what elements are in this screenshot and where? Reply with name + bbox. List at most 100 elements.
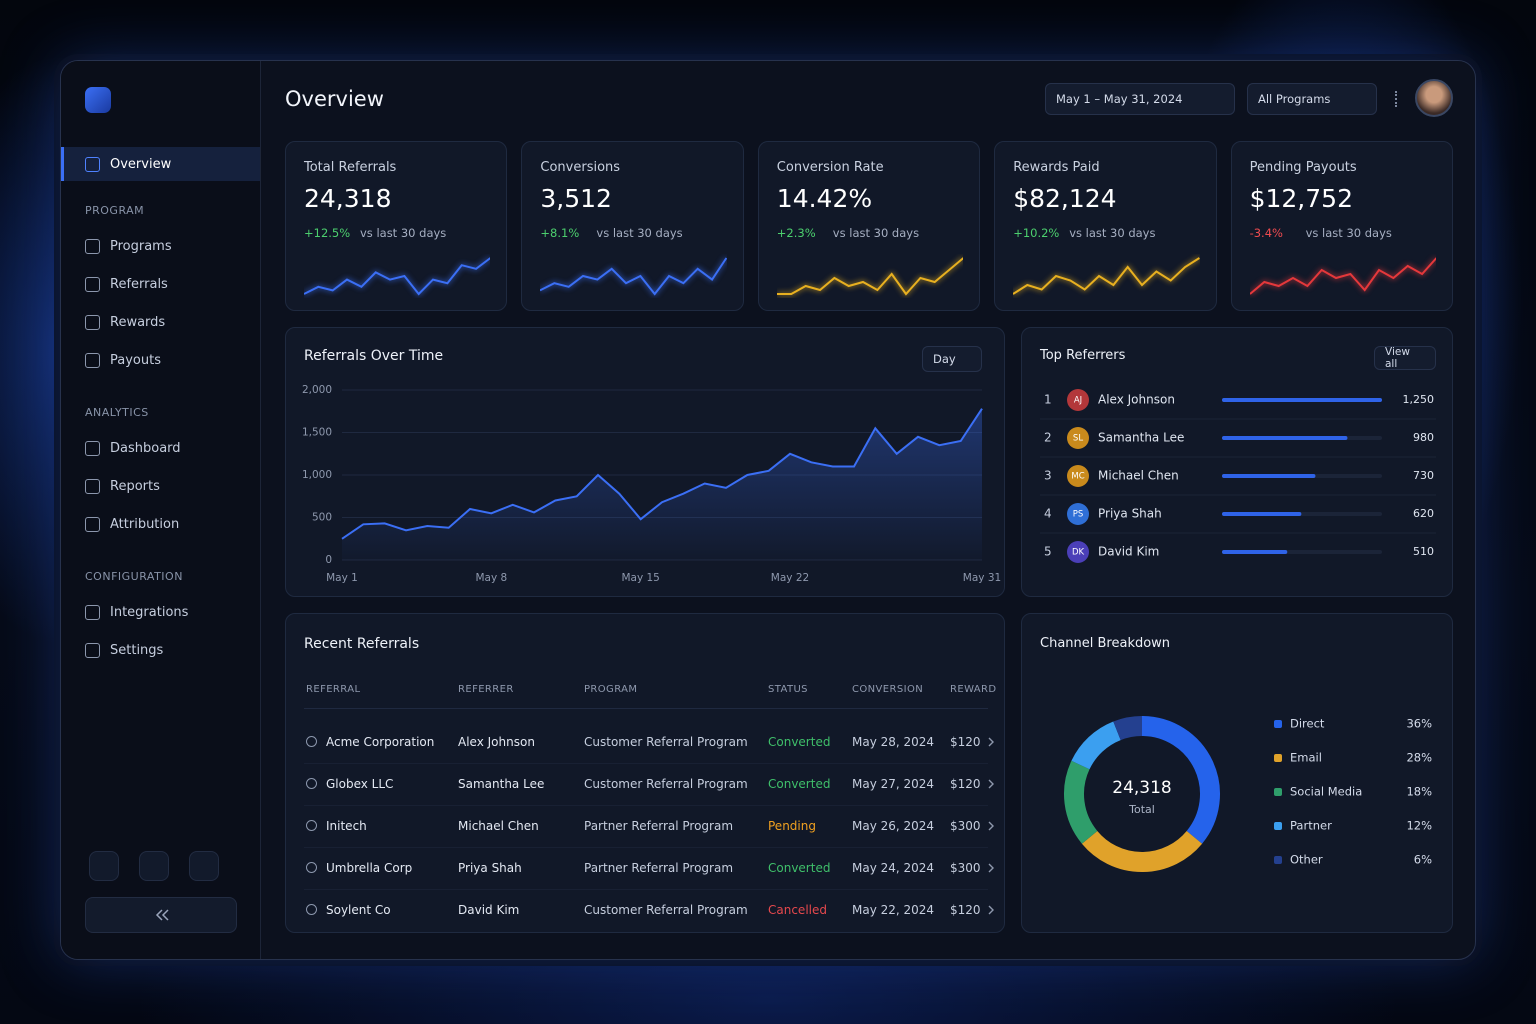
nav-label: Overview bbox=[110, 156, 172, 172]
kpi-card: Conversions 3,512 +8.1% vs last 30 days bbox=[521, 141, 744, 311]
card-title: Top Referrers bbox=[1040, 348, 1126, 363]
value-label: 730 bbox=[1413, 469, 1434, 482]
table-cell: Globex LLC bbox=[326, 777, 394, 791]
referrer-name: Alex Johnson bbox=[1098, 393, 1175, 407]
x-tick-label: May 1 bbox=[326, 572, 358, 584]
bar bbox=[1222, 436, 1348, 440]
view-all-button[interactable]: View all bbox=[1374, 346, 1436, 370]
rank: 5 bbox=[1044, 545, 1052, 559]
date-range-picker[interactable]: May 1 – May 31, 2024 bbox=[1045, 83, 1235, 115]
theme-toggle[interactable] bbox=[189, 851, 219, 881]
kpi-note: vs last 30 days bbox=[1069, 226, 1156, 240]
legend-label: Social Media bbox=[1290, 785, 1362, 799]
table-row[interactable]: Acme Corporation Alex Johnson Customer Ref… bbox=[286, 722, 1004, 764]
donut-segment bbox=[1081, 830, 1203, 872]
theme-toggle[interactable] bbox=[139, 851, 169, 881]
kpi-change: -3.4% bbox=[1249, 226, 1283, 240]
nav-label: Settings bbox=[110, 642, 164, 658]
nav-label: Programs bbox=[110, 238, 172, 254]
nav-item[interactable]: Settings bbox=[61, 633, 260, 667]
table-cell: $120 bbox=[950, 777, 981, 791]
referrer-name: David Kim bbox=[1098, 545, 1159, 559]
rank: 3 bbox=[1044, 469, 1052, 483]
nav-item[interactable]: Rewards bbox=[61, 305, 260, 339]
chevron bbox=[988, 905, 994, 915]
row-chevron bbox=[988, 821, 994, 831]
table-cell: Priya Shah bbox=[458, 861, 522, 875]
legend-label: Other bbox=[1290, 853, 1323, 867]
table-cell: Customer Referral Program bbox=[584, 777, 748, 791]
column-header: REWARD bbox=[950, 684, 997, 695]
row-chevron bbox=[988, 863, 994, 873]
row-icon bbox=[306, 904, 317, 915]
legend-swatch bbox=[1274, 822, 1282, 830]
nav-item[interactable]: Reports bbox=[61, 469, 260, 503]
column-header: PROGRAM bbox=[584, 684, 638, 695]
nav-item[interactable]: Programs bbox=[61, 229, 260, 263]
referrer-name: Samantha Lee bbox=[1098, 431, 1184, 445]
kpi-label: Pending Payouts bbox=[1249, 160, 1357, 175]
rank: 2 bbox=[1044, 431, 1052, 445]
table-row[interactable]: Umbrella Corp Priya Shah Partner Referral … bbox=[286, 848, 1004, 890]
legend-value: 6% bbox=[1414, 853, 1432, 867]
table-cell: Converted bbox=[768, 735, 831, 749]
kpi-label: Total Referrals bbox=[304, 160, 397, 175]
channel-breakdown-card: Channel Breakdown 24,318 Total Direct 36% Ema… bbox=[1021, 613, 1453, 933]
avatar bbox=[1067, 465, 1089, 487]
table-cell: David Kim bbox=[458, 903, 520, 917]
table-cell: Samantha Lee bbox=[458, 777, 545, 791]
column-header: CONVERSION bbox=[852, 684, 924, 695]
legend-swatch bbox=[1274, 720, 1282, 728]
theme-toggle[interactable] bbox=[89, 851, 119, 881]
table-row[interactable]: Soylent Co David Kim Customer Referral Pro… bbox=[286, 890, 1004, 932]
sparkline bbox=[304, 257, 491, 296]
y-tick-label: 1,500 bbox=[302, 427, 332, 439]
nav-item[interactable]: Attribution bbox=[61, 507, 260, 541]
table-row[interactable]: Globex LLC Samantha Lee Customer Referral … bbox=[286, 764, 1004, 806]
nav-item[interactable]: Dashboard bbox=[61, 431, 260, 465]
kpi-card: Pending Payouts $12,752 -3.4% vs last 30 da… bbox=[1230, 141, 1453, 311]
nav-icon bbox=[85, 238, 100, 254]
x-tick-label: May 31 bbox=[963, 572, 1001, 584]
donut-segment bbox=[1141, 716, 1220, 844]
table-cell: Cancelled bbox=[768, 903, 827, 917]
legend-label: Email bbox=[1290, 751, 1322, 765]
granularity-select[interactable]: Day bbox=[922, 346, 982, 372]
chevron bbox=[988, 863, 994, 873]
nav-label: Attribution bbox=[110, 516, 180, 532]
row-divider bbox=[304, 889, 988, 890]
nav-item[interactable]: Payouts bbox=[61, 343, 260, 377]
avatar-initials: AJ bbox=[1074, 396, 1082, 406]
collapse-icon bbox=[155, 909, 169, 921]
collapse-button[interactable] bbox=[85, 897, 237, 933]
recent-referrals-card: Recent Referrals REFERRAL REFERRER PROGRAM S… bbox=[285, 613, 1005, 933]
program-filter[interactable]: All Programs bbox=[1247, 83, 1377, 115]
nav-icon bbox=[85, 604, 100, 620]
table-cell: Customer Referral Program bbox=[584, 735, 748, 749]
legend-swatch bbox=[1274, 788, 1282, 796]
nav-item[interactable]: Referrals bbox=[61, 267, 260, 301]
kpi-value: $12,752 bbox=[1249, 184, 1353, 213]
kpi-change: +10.2% bbox=[1013, 226, 1060, 240]
value-label: 510 bbox=[1413, 545, 1434, 558]
chevron bbox=[988, 821, 994, 831]
kpi-card: Total Referrals 24,318 +12.5% vs last 30 da… bbox=[285, 141, 508, 311]
table-cell: Initech bbox=[326, 819, 367, 833]
legend-label: Partner bbox=[1290, 819, 1332, 833]
table-cell: May 24, 2024 bbox=[852, 861, 935, 875]
nav-item[interactable]: Integrations bbox=[61, 595, 260, 629]
nav-label: Referrals bbox=[110, 276, 168, 292]
nav-item[interactable]: Overview bbox=[61, 147, 260, 181]
kpi-value: 24,318 bbox=[304, 184, 392, 213]
dashboard-window: Overview PROGRAM Programs Referrals Rewards P… bbox=[60, 60, 1476, 960]
avatar bbox=[1067, 389, 1089, 411]
table-row[interactable]: Initech Michael Chen Partner Referral Prog… bbox=[286, 806, 1004, 848]
more-menu[interactable] bbox=[1395, 91, 1399, 107]
bar bbox=[1222, 474, 1316, 478]
rank: 1 bbox=[1044, 393, 1052, 407]
section-title: ANALYTICS bbox=[85, 406, 149, 419]
user-avatar[interactable] bbox=[1415, 79, 1453, 117]
row-divider bbox=[304, 805, 988, 806]
sparkline-line bbox=[1013, 257, 1200, 295]
sparkline-line bbox=[1249, 257, 1436, 295]
